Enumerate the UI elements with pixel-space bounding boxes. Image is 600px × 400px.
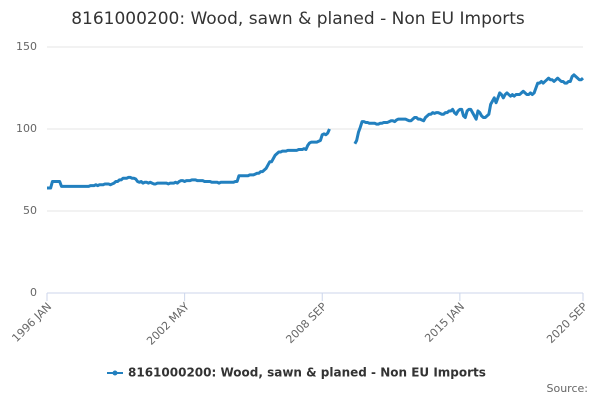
series-line xyxy=(47,128,331,190)
y-tick-label: 100 xyxy=(16,122,37,135)
legend-marker xyxy=(112,370,118,376)
y-tick-label: 50 xyxy=(23,204,37,217)
series-line xyxy=(353,73,585,145)
x-tick-label: 2008 SEP xyxy=(283,300,329,346)
chart-title: 8161000200: Wood, sawn & planed - Non EU… xyxy=(71,9,525,29)
legend-label: 8161000200: Wood, sawn & planed - Non EU… xyxy=(128,366,486,380)
x-tick-label: 2020 SEP xyxy=(544,300,590,346)
y-tick-label: 0 xyxy=(30,286,37,299)
x-tick-label: 1996 JAN xyxy=(9,300,54,345)
x-tick-label: 2015 JAN xyxy=(422,300,467,345)
source-label: Source: xyxy=(547,382,589,395)
y-tick-label: 150 xyxy=(16,40,37,53)
x-tick-label: 2002 MAY xyxy=(144,300,192,348)
